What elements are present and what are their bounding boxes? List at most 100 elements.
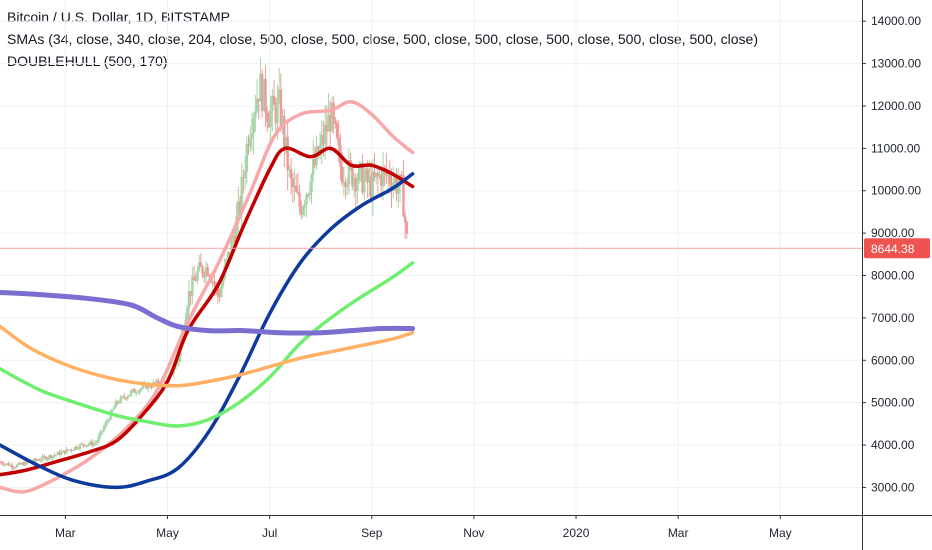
candle-body [56,451,60,455]
candle-body [46,458,49,460]
candle-body [335,123,339,138]
candle-body [60,451,63,455]
candle-body [340,166,344,183]
candle-body [0,462,3,464]
candle-body [238,201,242,212]
candle-body [100,431,104,433]
candle-body [189,291,192,296]
candle-body [192,276,196,281]
candle-body [347,160,351,185]
candle-body [232,236,235,239]
last-price-badge[interactable] [864,238,930,259]
candle-body [83,445,87,447]
candle-body [61,450,65,452]
candle-body [140,388,143,390]
candle-body [107,419,111,422]
candle-body [97,436,100,442]
candle-body [354,178,357,192]
candle-body [294,185,298,192]
candle-body [106,421,109,423]
sma-line-2 [0,146,415,477]
candle-body [257,98,260,102]
candle-body [78,444,82,449]
sma-indicator-label[interactable]: SMAs (34, close, 340, close, 204, close,… [7,31,758,47]
candle-body [153,382,157,384]
candle-body [320,135,323,146]
candle-body [109,411,112,420]
candle-body [313,159,317,166]
candle-body [145,383,148,389]
price-tick-label: 5000.00 [871,396,915,410]
candle-body [7,463,10,466]
candle-body [405,222,409,234]
candle-body [2,463,5,465]
candle-body [368,176,371,183]
candle-body [344,182,347,188]
time-tick-label: Mar [668,526,689,540]
candle-body [262,79,266,111]
candle-body [206,267,209,276]
candle-body [177,356,180,362]
candle-body [204,267,208,278]
candle-body [386,174,390,176]
price-tick-label: 7000.00 [871,311,915,325]
candle-body [288,168,291,171]
candle-body [369,176,373,199]
candle-body [123,396,126,398]
candle-body [68,449,71,451]
candle-body [376,173,380,177]
candle-body [157,380,160,385]
candle-body [259,73,262,102]
candle-body [243,171,247,178]
candle-body [269,111,272,128]
candle-body [245,143,249,172]
candle-body [249,137,252,147]
candle-body [300,206,303,216]
time-tick-label: May [769,526,792,540]
candle-body [44,456,48,460]
candle-body [3,463,7,465]
candle-body [279,89,283,126]
candle-body [75,446,78,449]
candle-body [327,115,330,132]
candle-body [112,407,116,410]
candle-body [303,204,306,208]
candle-body [17,462,20,465]
candle-body [276,98,279,123]
candle-body [252,117,255,134]
candle-body [293,185,296,188]
candle-body [364,168,368,178]
candle-body [133,389,136,393]
candle-body [298,193,301,207]
candle-body [48,455,51,459]
doublehull-indicator-label[interactable]: DOUBLEHULL (500, 170) [7,53,168,69]
candle-body [225,259,228,266]
candle-body [146,384,150,389]
candle-body [63,450,66,454]
time-tick-label: May [156,526,179,540]
sma-line-5 [0,324,415,388]
candle-body [138,389,141,393]
candle-body [390,183,393,191]
candle-body [380,174,383,187]
candle-body [312,159,315,175]
candle-body [393,177,397,183]
candle-body [400,174,403,176]
candle-body [15,464,19,468]
candle-body [73,446,77,450]
sma-line-6 [0,290,416,336]
candle-body [381,167,385,187]
candle-body [92,443,95,446]
last-price-label[interactable]: 8644.38 [871,242,915,256]
candle-body [230,238,233,255]
candle-body [233,236,237,243]
candle-body [119,397,123,403]
candle-body [218,295,221,297]
candle-body [371,171,374,199]
candle-body [5,463,9,465]
candle-body [281,115,284,126]
time-tick-label: Mar [55,526,76,540]
candle-body [235,216,238,243]
